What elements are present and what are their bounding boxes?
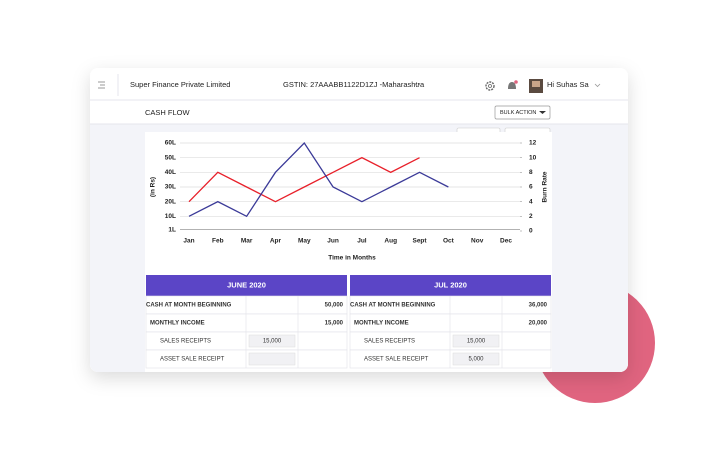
- month-header: [350, 275, 551, 296]
- menu-icon[interactable]: [98, 81, 105, 89]
- app-window: Super Finance Private Limited GSTIN: 27A…: [90, 74, 628, 372]
- row-value: 50,000: [325, 303, 344, 309]
- x-tick-label: May: [298, 238, 311, 245]
- month-title: JUL 2020: [434, 280, 467, 289]
- x-tick-label: Sept: [412, 238, 427, 245]
- x-tick-label: Aug: [384, 238, 397, 245]
- y2-tick-label: 4: [529, 198, 533, 205]
- gstin[interactable]: GSTIN: 27AAABB1122D1ZJ -Maharashtra: [283, 80, 425, 89]
- row-label: SALES RECEIPTS: [160, 339, 211, 345]
- row-label: CASH AT MONTH BEGINNING: [146, 303, 232, 309]
- y-tick-label: 20L: [165, 198, 176, 205]
- y2-tick-label: 12: [529, 140, 537, 147]
- row-label: ASSET SALE RECEIPT: [364, 357, 429, 363]
- line-series: [188, 156, 420, 203]
- bulk-action-button[interactable]: [494, 105, 551, 120]
- bulk-action-caret[interactable]: [539, 111, 546, 114]
- cash-flow-table: JUNE 2020 CASH AT MONTH BEGINNING 50,000 MO…: [145, 275, 552, 369]
- y2-axis-title: Burn Rate: [542, 171, 549, 202]
- x-tick-label: Oct: [443, 238, 455, 245]
- table-row: [145, 349, 348, 369]
- table-row: [349, 349, 552, 369]
- row-value: 15,000: [325, 321, 344, 327]
- input-box[interactable]: [248, 352, 296, 366]
- input-box[interactable]: [452, 334, 500, 348]
- input-value[interactable]: 15,000: [467, 339, 486, 345]
- company-name: Super Finance Private Limited: [130, 80, 230, 89]
- user-greeting[interactable]: Hi Suhas Sa: [547, 80, 590, 89]
- row-label: ASSET SALE RECEIPT: [160, 357, 225, 363]
- x-tick-label: Jun: [327, 238, 339, 245]
- x-tick-label: Nov: [471, 238, 484, 245]
- y-tick-label: 10L: [165, 213, 176, 220]
- y-tick-label: 1L: [168, 226, 176, 233]
- y2-tick-label: 0: [529, 228, 533, 235]
- line-series: [188, 141, 449, 218]
- row-value: 20,000: [529, 321, 548, 327]
- user-caret[interactable]: [594, 83, 601, 88]
- y-tick-label: 40L: [165, 169, 176, 176]
- y-tick-label: 50L: [165, 154, 176, 161]
- x-tick-label: Feb: [212, 238, 224, 245]
- y-tick-label: 30L: [165, 184, 176, 191]
- row-label: MONTHLY INCOME: [354, 321, 409, 327]
- input-box[interactable]: [452, 352, 500, 366]
- x-tick-label: Jan: [183, 238, 194, 245]
- x-tick-label: Apr: [270, 238, 282, 245]
- y2-tick-label: 8: [529, 169, 533, 176]
- row-label: CASH AT MONTH BEGINNING: [350, 303, 436, 309]
- settings-icon[interactable]: [485, 81, 495, 91]
- x-tick-label: Jul: [357, 238, 367, 245]
- input-value[interactable]: 15,000: [263, 339, 282, 345]
- y-tick-label: 60L: [165, 140, 176, 147]
- y-axis-title: (in Rs): [150, 177, 157, 197]
- gstin-caret[interactable]: [414, 83, 421, 88]
- row-label: SALES RECEIPTS: [364, 339, 415, 345]
- x-tick-label: Dec: [500, 238, 512, 245]
- row-value: 36,000: [529, 303, 548, 309]
- y2-tick-label: 10: [529, 154, 537, 161]
- input-box[interactable]: [248, 334, 296, 348]
- input-value[interactable]: 5,000: [468, 357, 484, 363]
- page-title: CASH FLOW: [145, 108, 191, 117]
- y2-tick-label: 2: [529, 213, 533, 220]
- row-label: MONTHLY INCOME: [150, 321, 205, 327]
- bulk-action-label[interactable]: BULK ACTION: [500, 110, 536, 116]
- notification-icon[interactable]: [508, 80, 518, 89]
- x-axis-title: Time in Months: [328, 255, 376, 262]
- month-title: JUNE 2020: [227, 280, 266, 289]
- x-tick-label: Mar: [241, 238, 253, 245]
- chart: 1L 10L 20L 30L 40L 50L 60L 0 2 4 6 8 10 12 Jan Feb Mar Ap…: [165, 140, 537, 245]
- month-header: [146, 275, 347, 296]
- y2-tick-label: 6: [529, 184, 533, 191]
- avatar-face: [532, 81, 540, 87]
